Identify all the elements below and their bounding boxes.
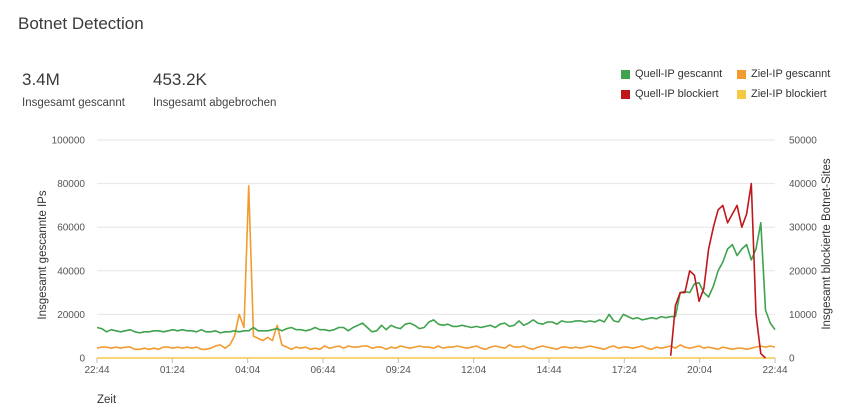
y-right-tick-label: 50000	[789, 136, 817, 147]
kpi-total-scanned-value: 3.4M	[22, 70, 60, 89]
y-axis-right-title: Insgesamt blockierte Botnet-Sites	[821, 158, 833, 330]
x-tick-label: 12:04	[461, 365, 486, 376]
x-tick-label: 09:24	[386, 365, 411, 376]
x-tick-label: 06:44	[310, 365, 335, 376]
y-left-tick-label: 20000	[57, 310, 85, 321]
legend-item-src-scanned[interactable]: Quell-IP gescannt	[621, 68, 722, 80]
y-right-tick-label: 0	[789, 354, 795, 365]
series-line-0	[96, 222, 776, 334]
y-left-tick-label: 0	[79, 354, 85, 365]
y-left-tick-label: 100000	[52, 136, 86, 147]
y-left-tick-label: 40000	[57, 266, 85, 277]
y-axis-left-title: Insgesamt gescannte IPs	[37, 190, 49, 319]
series-line-1	[96, 185, 776, 351]
y-right-tick-label: 30000	[789, 223, 817, 234]
chart-lines	[96, 182, 776, 359]
y-left-tick-label: 80000	[57, 179, 85, 190]
legend-swatch-src-blocked	[621, 89, 630, 99]
y-left-tick-label: 60000	[57, 223, 85, 234]
legend-label-dst-blocked: Ziel-IP blockiert	[751, 88, 827, 100]
x-tick-label: 22:44	[84, 365, 109, 376]
x-tick-label: 14:44	[536, 365, 561, 376]
legend-label-dst-scanned: Ziel-IP gescannt	[751, 68, 831, 80]
legend-label-src-scanned: Quell-IP gescannt	[635, 68, 723, 80]
chart-axes: 0 0 20000 10000 40000 20000 60000 30000 80000 400…	[52, 136, 818, 377]
kpi-total-aborted-value: 453.2K	[153, 70, 207, 89]
kpi-total-scanned-label: Insgesamt gescannt	[22, 97, 125, 109]
x-tick-label: 20:04	[687, 365, 712, 376]
legend-item-src-blocked[interactable]: Quell-IP blockiert	[621, 88, 719, 100]
x-tick-label: 04:04	[235, 365, 260, 376]
legend-swatch-src-scanned	[621, 69, 630, 79]
legend-item-dst-scanned[interactable]: Ziel-IP gescannt	[737, 68, 830, 80]
legend-label-src-blocked: Quell-IP blockiert	[635, 88, 719, 100]
y-right-tick-label: 20000	[789, 266, 817, 277]
page-title: Botnet Detection	[18, 14, 144, 33]
y-right-tick-label: 10000	[789, 310, 817, 321]
x-tick-label: 17:24	[612, 365, 637, 376]
x-tick-label: 22:44	[762, 365, 787, 376]
kpi-total-aborted-label: Insgesamt abgebrochen	[153, 97, 277, 109]
y-right-tick-label: 40000	[789, 179, 817, 190]
legend-swatch-dst-blocked	[737, 89, 746, 99]
x-tick-label: 01:24	[160, 365, 185, 376]
series-line-2	[669, 182, 767, 359]
legend-swatch-dst-scanned	[737, 69, 746, 79]
x-axis-title: Zeit	[97, 394, 117, 406]
legend-item-dst-blocked[interactable]: Ziel-IP blockiert	[737, 88, 827, 100]
